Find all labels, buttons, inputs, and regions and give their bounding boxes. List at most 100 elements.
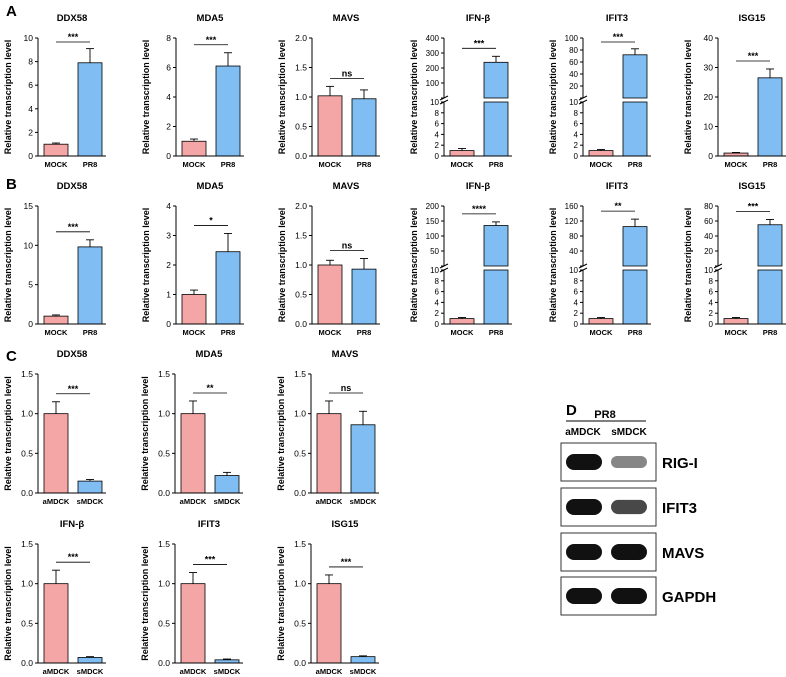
y-tick-label: 1.5 bbox=[294, 539, 306, 549]
chart-title: DDX58 bbox=[57, 181, 88, 192]
y-tick-label: 0 bbox=[28, 151, 33, 161]
y-axis-label: Relative transcription level bbox=[548, 40, 558, 155]
y-tick-label: 150 bbox=[426, 217, 440, 226]
y-tick-label: 6 bbox=[709, 288, 714, 297]
y-tick-label: 30 bbox=[704, 63, 714, 73]
chart-a-ifn-: IFN-β Relative transcription level 0 2 46 8 10… bbox=[409, 13, 512, 169]
bar-amdck bbox=[316, 413, 342, 494]
y-tick-label: 60 bbox=[569, 58, 578, 67]
y-tick-label: 1.0 bbox=[158, 409, 170, 419]
bar-pr8 bbox=[77, 62, 103, 157]
blot-protein-label: IFIT3 bbox=[662, 500, 697, 517]
y-tick-label: 6 bbox=[435, 120, 440, 129]
y-axis-label: Relative transcription level bbox=[276, 376, 286, 491]
bar-mock bbox=[181, 140, 207, 157]
x-tick-label: MOCK bbox=[451, 328, 474, 337]
x-tick-label: PR8 bbox=[489, 328, 504, 337]
x-tick-label: PR8 bbox=[489, 160, 504, 169]
bar-mock bbox=[181, 294, 207, 325]
chart-b-mavs: MAVS Relative transcription level 0.0 0.5 1.… bbox=[277, 181, 380, 337]
y-tick-label: 10 bbox=[704, 266, 713, 275]
y-tick-label: 4 bbox=[435, 130, 440, 139]
bar-mock bbox=[317, 264, 343, 325]
y-tick-label: 0.0 bbox=[158, 488, 170, 498]
y-tick-label: 1.5 bbox=[295, 63, 307, 73]
y-tick-label: 8 bbox=[435, 109, 440, 118]
chart-title: MDA5 bbox=[196, 349, 224, 360]
blot-row-rig-i: RIG-I bbox=[560, 442, 698, 482]
chart-a-ifit3: IFIT3 Relative transcription level 0 2 46 8 10… bbox=[548, 13, 651, 169]
blot-protein-label: RIG-I bbox=[662, 455, 698, 472]
y-tick-label: 6 bbox=[574, 120, 579, 129]
significance-label: ** bbox=[206, 383, 214, 393]
chart-a-ddx58: DDX58 Relative transcription level 0 2 4 6 8 10… bbox=[3, 13, 106, 169]
significance-label: ns bbox=[341, 383, 352, 393]
chart-c-mda5: MDA5 Relative transcription level 0.0 0.5 1.… bbox=[140, 349, 243, 506]
y-tick-label: 8 bbox=[574, 109, 579, 118]
significance-label: **** bbox=[472, 204, 487, 214]
bar-treated-upper bbox=[622, 54, 648, 99]
y-tick-label: 0.0 bbox=[294, 658, 306, 668]
y-tick-label: 40 bbox=[569, 70, 578, 79]
x-tick-label: PR8 bbox=[357, 160, 372, 169]
bar-amdck bbox=[180, 583, 206, 664]
y-tick-label: 1.5 bbox=[294, 369, 306, 379]
blot-band bbox=[566, 499, 602, 515]
chart-c-ifit3: IFIT3 Relative transcription level 0.0 0.5 1… bbox=[140, 519, 243, 676]
y-tick-label: 1.5 bbox=[158, 539, 170, 549]
bar-treated-lower bbox=[483, 269, 509, 325]
x-tick-label: PR8 bbox=[763, 160, 778, 169]
y-tick-label: 80 bbox=[569, 232, 578, 241]
bar-mock bbox=[588, 150, 614, 157]
y-axis-label: Relative transcription level bbox=[3, 40, 13, 155]
blot-band bbox=[611, 544, 647, 560]
y-tick-label: 20 bbox=[704, 247, 713, 256]
y-tick-label: 4 bbox=[166, 92, 171, 102]
y-tick-label: 6 bbox=[574, 288, 579, 297]
chart-title: DDX58 bbox=[57, 13, 88, 24]
x-tick-label: PR8 bbox=[628, 160, 643, 169]
y-tick-label: 4 bbox=[574, 130, 579, 139]
x-tick-label: aMDCK bbox=[316, 497, 343, 506]
blot-lane-label: aMDCK bbox=[565, 427, 601, 438]
y-axis-label: Relative transcription level bbox=[683, 40, 693, 155]
y-tick-label: 0 bbox=[166, 151, 171, 161]
x-tick-label: MOCK bbox=[45, 160, 68, 169]
chart-c-mavs: MAVS Relative transcription level 0.0 0.5 1.… bbox=[276, 349, 379, 506]
y-tick-label: 0.0 bbox=[21, 488, 33, 498]
chart-title: IFIT3 bbox=[606, 13, 628, 24]
y-tick-label: 40 bbox=[704, 33, 714, 43]
blot-band bbox=[566, 544, 602, 560]
y-tick-label: 2.0 bbox=[295, 201, 307, 211]
y-tick-label: 8 bbox=[574, 277, 579, 286]
y-tick-label: 1.0 bbox=[21, 409, 33, 419]
blot-protein-label: GAPDH bbox=[662, 589, 716, 606]
bar-pr8 bbox=[351, 268, 377, 325]
y-axis-label: Relative transcription level bbox=[409, 40, 419, 155]
y-tick-label: 200 bbox=[426, 64, 440, 73]
y-axis-label: Relative transcription level bbox=[548, 208, 558, 323]
y-tick-label: 0.0 bbox=[158, 658, 170, 668]
y-tick-label: 1.0 bbox=[294, 579, 306, 589]
y-tick-label: 2 bbox=[574, 141, 579, 150]
y-axis-label: Relative transcription level bbox=[409, 208, 419, 323]
significance-label: *** bbox=[748, 202, 759, 212]
blot-band bbox=[611, 455, 647, 469]
bar-treated-upper bbox=[757, 224, 783, 267]
y-tick-label: 0.5 bbox=[158, 448, 170, 458]
x-tick-label: sMDCK bbox=[214, 497, 241, 506]
y-axis-label: Relative transcription level bbox=[141, 208, 151, 323]
bar-pr8 bbox=[215, 251, 241, 325]
y-tick-label: 0 bbox=[574, 152, 579, 161]
blot-band bbox=[566, 588, 602, 604]
x-tick-label: PR8 bbox=[221, 160, 236, 169]
y-tick-label: 100 bbox=[426, 232, 440, 241]
chart-a-mavs: MAVS Relative transcription level 0.0 0.5 1.… bbox=[277, 13, 380, 169]
y-tick-label: 2 bbox=[435, 309, 440, 318]
y-tick-label: 0.5 bbox=[158, 618, 170, 628]
y-tick-label: 1.5 bbox=[295, 231, 307, 241]
y-tick-label: 300 bbox=[426, 49, 440, 58]
y-tick-label: 100 bbox=[565, 34, 579, 43]
y-tick-label: 0.0 bbox=[295, 319, 307, 329]
